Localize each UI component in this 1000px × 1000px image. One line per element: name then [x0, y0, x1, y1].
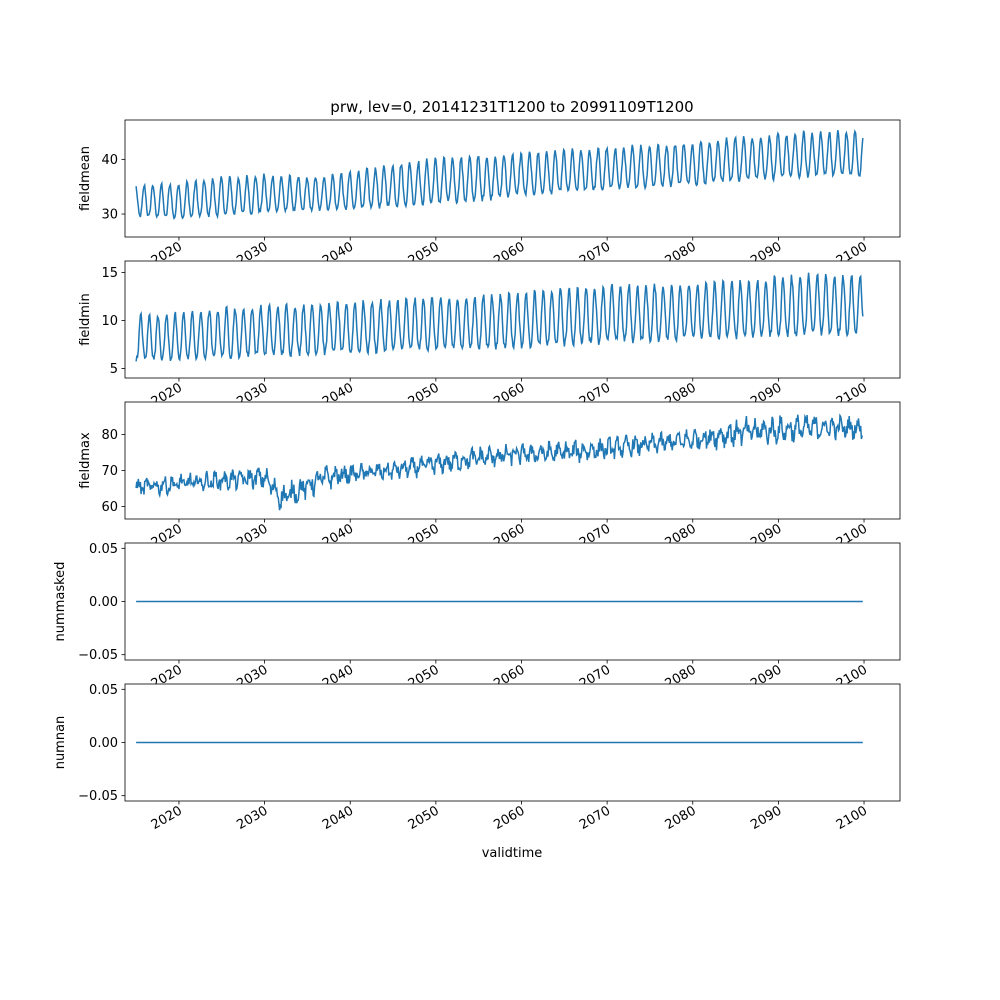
y-axis-label: fieldmean [78, 146, 93, 211]
x-tick-label: 2040 [320, 803, 356, 833]
y-tick-label: 0.05 [89, 683, 118, 698]
series-line-fieldmin [135, 272, 864, 362]
plot-frame [124, 260, 901, 379]
y-tick-label: 30 [101, 208, 118, 223]
y-tick-label: 40 [101, 153, 118, 168]
y-tick-label: 0.00 [89, 736, 118, 751]
plot-frame [124, 119, 901, 238]
x-tick-label: 2100 [834, 803, 870, 833]
panels: 30 40 fieldmean 2020 2030 2040 2050 2060 2070 208… [53, 119, 901, 833]
y-tick-label: −0.05 [78, 789, 118, 804]
y-tick-label: 0.00 [89, 595, 118, 610]
x-tick-label: 2030 [234, 803, 270, 833]
x-tick-label: 2020 [149, 803, 185, 833]
x-axis-label: validtime [482, 846, 543, 861]
x-tick-label: 2090 [748, 803, 784, 833]
plot-frame [124, 401, 901, 520]
x-tick-label: 2050 [406, 803, 442, 833]
x-tick-label: 2060 [491, 803, 527, 833]
chart-title: prw, lev=0, 20141231T1200 to 20991109T12… [330, 98, 693, 116]
y-tick-label: 70 [101, 464, 118, 479]
x-tick-label: 2070 [577, 803, 613, 833]
y-tick-label: 15 [101, 266, 118, 281]
y-tick-label: 60 [101, 500, 118, 515]
y-tick-label: 5 [110, 362, 118, 377]
y-tick-label: −0.05 [78, 648, 118, 663]
y-tick-label: 10 [101, 314, 118, 329]
y-axis-label: fieldmin [78, 293, 93, 346]
x-tick-label: 2080 [663, 803, 699, 833]
y-tick-label: 0.05 [89, 542, 118, 557]
y-tick-label: 80 [101, 428, 118, 443]
y-axis-label: fieldmax [78, 432, 93, 489]
panel-numnan: −0.05 0.00 0.05 numnan 2020 2030 2040 2050 2060 2… [53, 683, 901, 833]
y-axis-label: numnan [53, 716, 68, 770]
series-line-fieldmean [135, 129, 864, 220]
series-line-fieldmax [135, 413, 863, 511]
y-axis-label: nummasked [53, 562, 68, 642]
